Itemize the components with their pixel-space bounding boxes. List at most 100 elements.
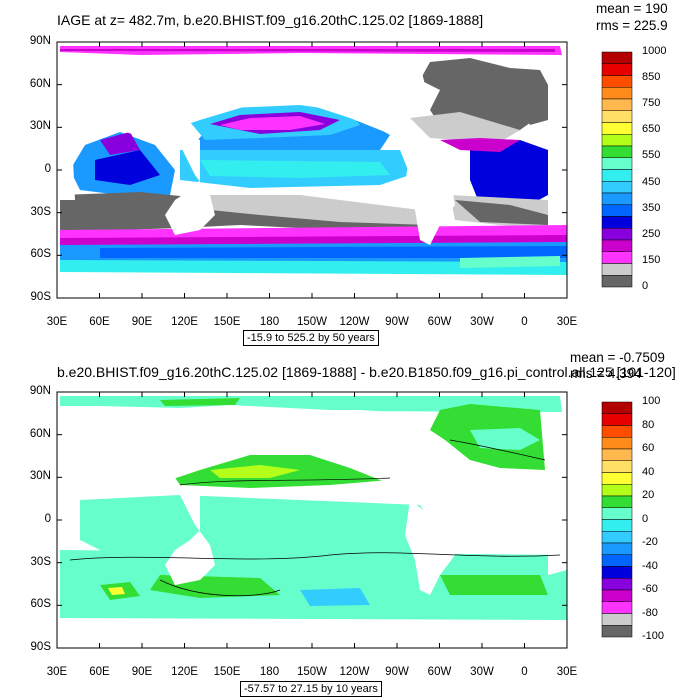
panel1-xtick: 30E bbox=[46, 316, 68, 328]
colorbar-swatch bbox=[601, 507, 633, 520]
panel1-colorbar-label: 250 bbox=[642, 227, 661, 240]
panel1-colorbar-label: 1000 bbox=[642, 45, 667, 57]
panel1-ytick: 90S bbox=[30, 291, 51, 303]
colorbar-swatch bbox=[601, 216, 633, 229]
colorbar-swatch bbox=[601, 542, 633, 555]
panel1-colorbar-label: 0 bbox=[642, 280, 649, 292]
panel2-ytick: 90N bbox=[29, 385, 51, 397]
panel1-xtick: 60W bbox=[427, 316, 452, 328]
panel2-map bbox=[57, 392, 567, 648]
panel1-ytick: 30S bbox=[30, 205, 51, 218]
panel2-xtick: 30E bbox=[556, 666, 578, 678]
panel2-colorbar-label: 100 bbox=[642, 395, 661, 407]
panel2-colorbar-label: -40 bbox=[642, 559, 658, 572]
panel1-ytick: 60N bbox=[29, 77, 51, 90]
panel2-title: b.e20.BHIST.f09_g16.20thC.125.02 [1869-1… bbox=[57, 364, 676, 380]
panel1-colorbar-label: 150 bbox=[642, 253, 661, 266]
panel2-colorbar-label: -80 bbox=[642, 606, 658, 619]
panel1-xtick: 120E bbox=[171, 316, 198, 328]
colorbar-swatch bbox=[601, 192, 633, 205]
panel1-colorbar-label: 350 bbox=[642, 201, 661, 214]
colorbar-swatch bbox=[601, 519, 633, 532]
colorbar-swatch bbox=[601, 263, 633, 276]
panel2-colorbar-label: -60 bbox=[642, 583, 658, 595]
colorbar-swatch bbox=[601, 589, 633, 602]
panel2-colorbar-label: -100 bbox=[642, 630, 665, 642]
panel1-colorbar-label: 650 bbox=[642, 123, 661, 136]
colorbar-swatch bbox=[601, 437, 633, 450]
panel1-xtick: 0 bbox=[521, 316, 528, 328]
panel1-ytick: 60S bbox=[30, 248, 51, 261]
panel1-ytick: 0 bbox=[44, 163, 51, 175]
panel1-mean: mean = 190 bbox=[596, 1, 668, 16]
panel1-xtick: 150E bbox=[213, 316, 241, 328]
colorbar-swatch bbox=[601, 181, 633, 194]
panel2-rms: rms = 4.394 bbox=[570, 366, 642, 381]
colorbar-swatch bbox=[601, 51, 633, 64]
panel1-xtick: 30E bbox=[556, 316, 578, 328]
colorbar-swatch bbox=[601, 554, 633, 567]
panel1-xtick: 150W bbox=[296, 316, 328, 328]
panel2-xtick: 120W bbox=[339, 666, 370, 678]
panel2-xtick: 0 bbox=[521, 666, 528, 678]
panel1-colorbar-label: 550 bbox=[642, 149, 661, 162]
colorbar-swatch bbox=[601, 495, 633, 508]
panel2-mean: mean = -0.7509 bbox=[570, 350, 665, 365]
panel2-xtick: 150W bbox=[296, 666, 328, 678]
panel2-xtick: 30E bbox=[46, 666, 68, 678]
panel1-colorbar-label: 850 bbox=[642, 71, 661, 84]
colorbar-swatch bbox=[601, 613, 633, 626]
colorbar-swatch bbox=[601, 122, 633, 135]
colorbar-swatch bbox=[601, 87, 633, 100]
colorbar-swatch bbox=[601, 401, 633, 414]
panel2-colorbar-label: 20 bbox=[642, 489, 655, 501]
colorbar-swatch bbox=[601, 134, 633, 147]
panel1-xtick: 120W bbox=[339, 316, 370, 328]
panel2-colorbar-label: 80 bbox=[642, 418, 655, 431]
colorbar-swatch bbox=[601, 531, 633, 544]
colorbar-swatch bbox=[601, 484, 633, 497]
panel2-ytick: 90S bbox=[30, 641, 51, 653]
colorbar-swatch bbox=[601, 228, 633, 241]
panel1-xtick: 90W bbox=[385, 316, 409, 328]
panel1-colorbar-label: 750 bbox=[642, 97, 661, 110]
panel2-range-box: -57.57 to 27.15 by 10 years bbox=[240, 681, 382, 697]
panel1-xtick: 30W bbox=[470, 316, 494, 328]
panel2-xtick: 90E bbox=[131, 666, 153, 678]
panel2-colorbar bbox=[601, 401, 633, 638]
panel2-xtick: 150E bbox=[213, 666, 241, 678]
panel2-colorbar-label: 40 bbox=[642, 465, 655, 478]
panel2-xtick: 60E bbox=[89, 666, 110, 678]
panel1-map bbox=[57, 42, 567, 298]
panel1-rms: rms = 225.9 bbox=[596, 18, 668, 33]
colorbar-swatch bbox=[601, 566, 633, 579]
panel2-ytick: 30N bbox=[29, 470, 51, 483]
colorbar-swatch bbox=[601, 472, 633, 485]
panel1-range-box: -15.9 to 525.2 by 50 years bbox=[243, 330, 379, 346]
colorbar-swatch bbox=[601, 98, 633, 111]
panel2-colorbar-label: 0 bbox=[642, 512, 649, 525]
panel2-ytick: 60N bbox=[29, 427, 51, 440]
panel2-ytick: 0 bbox=[44, 513, 51, 525]
colorbar-swatch bbox=[601, 239, 633, 252]
axis-ticks bbox=[56, 41, 568, 649]
colorbar-swatch bbox=[601, 413, 633, 426]
colorbar-swatch bbox=[601, 578, 633, 591]
panel2-ytick: 30S bbox=[30, 555, 51, 568]
colorbar-swatch bbox=[601, 110, 633, 123]
colorbar-swatch bbox=[601, 625, 633, 638]
colorbar-swatch bbox=[601, 63, 633, 76]
panel1-ytick: 90N bbox=[29, 35, 51, 47]
colorbar-swatch bbox=[601, 448, 633, 461]
panel1-xtick: 180 bbox=[259, 316, 280, 328]
panel2-colorbar-label: 60 bbox=[642, 442, 655, 454]
panel2-xtick: 30W bbox=[470, 666, 494, 678]
panel2-colorbar-label: -20 bbox=[642, 536, 658, 548]
colorbar-swatch bbox=[601, 157, 633, 170]
colorbar-swatch bbox=[601, 275, 633, 288]
panel1-xtick: 90E bbox=[131, 316, 153, 328]
panel2-xtick: 120E bbox=[171, 666, 198, 678]
panel2-xtick: 90W bbox=[385, 666, 409, 678]
panel2-ytick: 60S bbox=[30, 598, 51, 611]
